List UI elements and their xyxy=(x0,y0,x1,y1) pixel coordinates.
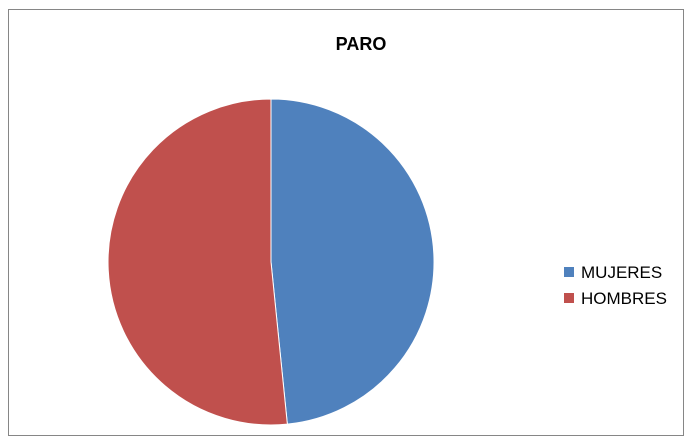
pie-slice-mujeres xyxy=(270,98,435,425)
legend-swatch-mujeres xyxy=(564,266,574,277)
legend-swatch-hombres xyxy=(564,292,574,303)
chart-title: PARO xyxy=(335,34,387,54)
legend-item-hombres: HOMBRES xyxy=(564,288,667,314)
legend-label-hombres: HOMBRES xyxy=(581,289,667,308)
legend-item-mujeres: MUJERES xyxy=(564,262,667,288)
pie-slice-hombres xyxy=(107,98,288,426)
chart-legend: MUJERES HOMBRES xyxy=(564,262,667,314)
legend-label-mujeres: MUJERES xyxy=(581,263,663,282)
